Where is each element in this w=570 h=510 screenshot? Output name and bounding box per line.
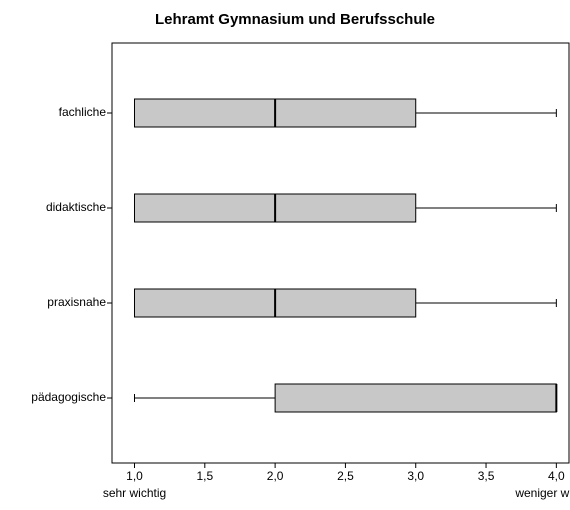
chart-title: Lehramt Gymnasium und Berufsschule	[155, 11, 435, 28]
plot-frame	[111, 42, 570, 464]
x-tick-label: 2,0	[267, 469, 284, 483]
y-tick-label: praxisnahe	[47, 295, 106, 309]
x-tick-label: 2,5	[337, 469, 354, 483]
y-tick-label: didaktische	[46, 200, 106, 214]
box	[274, 383, 557, 413]
x-tick-label: 4,0	[548, 469, 565, 483]
x-high-label: weniger wichtig	[514, 486, 570, 500]
x-low-label: sehr wichtig	[103, 486, 166, 500]
x-tick-label: 3,0	[407, 469, 424, 483]
y-tick-label: pädagogische	[31, 390, 106, 404]
x-tick-label: 3,5	[478, 469, 495, 483]
x-tick-label: 1,0	[126, 469, 143, 483]
x-tick-label: 1,5	[196, 469, 213, 483]
y-tick-label: fachliche	[59, 105, 107, 119]
